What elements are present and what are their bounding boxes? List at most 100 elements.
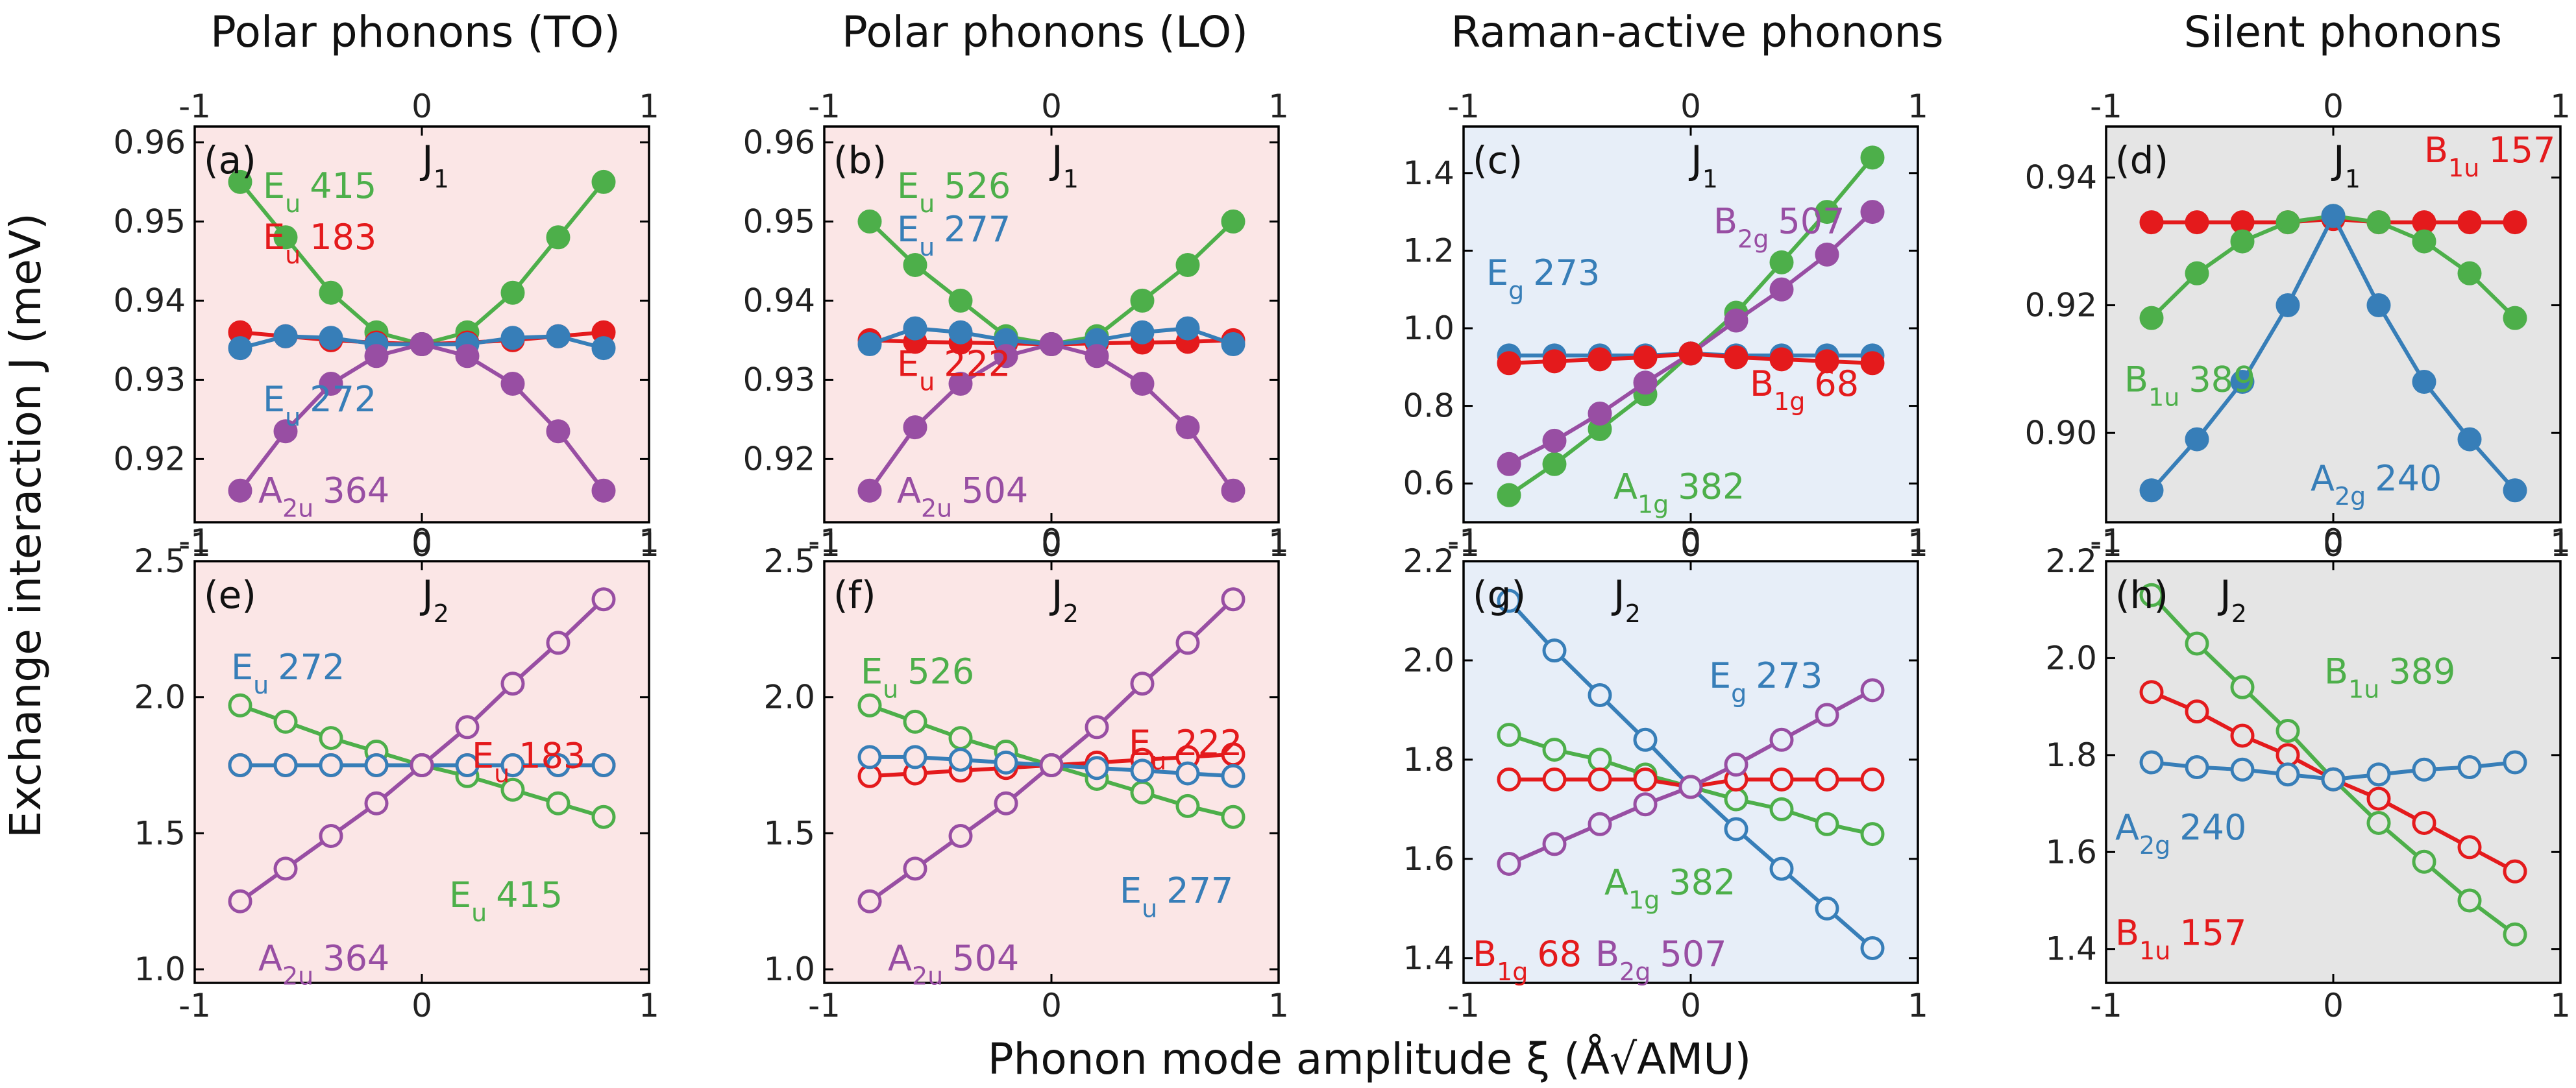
x-tick-label-top: 0 <box>1041 88 1062 125</box>
mode-label-red: B1u 157 <box>2115 913 2246 965</box>
data-point-blue <box>1221 764 1245 788</box>
data-point-green <box>948 288 973 313</box>
data-point-green <box>1769 250 1794 274</box>
data-point-blue <box>2230 757 2255 782</box>
data-point-purple <box>994 791 1018 816</box>
x-tick-label-top: 1 <box>2550 88 2571 125</box>
x-tick-label-top: 1 <box>639 522 659 560</box>
data-point-green <box>2366 810 2391 835</box>
data-point-red <box>2457 210 2482 235</box>
data-point-purple <box>1633 792 1658 817</box>
y-tick-label: 1.4 <box>1403 939 1454 977</box>
x-tick-label: 0 <box>1680 987 1701 1024</box>
data-point-green <box>2139 306 2164 330</box>
x-tick-label: 1 <box>2550 526 2571 564</box>
panel-background <box>195 127 649 522</box>
j-label: J2 <box>419 572 449 628</box>
y-tick-label: 2.0 <box>2045 639 2097 677</box>
data-point-green <box>1130 288 1155 313</box>
x-tick-label: 1 <box>1268 526 1289 564</box>
y-tick-label: 1.8 <box>2045 736 2097 774</box>
mode-label-blue: Eu 277 <box>1120 871 1233 923</box>
data-point-purple <box>1497 851 1521 876</box>
column-title-1: Polar phonons (TO) <box>210 7 620 57</box>
data-point-purple <box>857 478 882 503</box>
data-point-green <box>2366 210 2391 235</box>
data-point-purple <box>903 415 927 440</box>
y-axis-title: Exchange interaction J (meV) <box>1 213 51 838</box>
data-point-purple <box>410 332 434 356</box>
data-point-purple <box>1130 372 1155 396</box>
panel-label: (e) <box>204 573 256 617</box>
data-point-green <box>319 726 343 751</box>
panel-frame <box>193 125 650 524</box>
data-point-purple <box>1130 671 1155 696</box>
mode-label-blue: Eu 272 <box>231 647 345 699</box>
data-point-blue <box>2139 478 2164 503</box>
data-point-red <box>2139 680 2164 705</box>
mode-label-blue: Eu 272 <box>263 379 376 431</box>
data-point-purple <box>591 587 616 612</box>
data-point-green <box>948 726 973 751</box>
data-point-blue <box>948 320 973 345</box>
y-tick-label: 0.96 <box>743 123 815 161</box>
data-point-green <box>273 709 298 734</box>
y-tick-label: 2.0 <box>1403 642 1454 679</box>
data-point-green <box>1542 738 1567 762</box>
data-point-green <box>500 777 525 802</box>
data-point-red <box>2412 810 2436 835</box>
y-tick-label: 1.0 <box>134 950 186 988</box>
data-point-red <box>2503 859 2527 884</box>
mode-label-red: Eu 183 <box>472 736 585 788</box>
x-tick-label: 1 <box>1907 987 1928 1024</box>
panel-label: (a) <box>204 138 256 182</box>
data-point-purple <box>1221 587 1245 612</box>
data-point-purple <box>1815 242 1839 267</box>
mode-label-green: Eu 415 <box>449 875 563 927</box>
data-point-purple <box>273 856 298 881</box>
data-point-blue <box>500 753 525 778</box>
x-tick-label: 1 <box>1268 987 1289 1024</box>
data-point-purple <box>228 478 252 503</box>
data-point-red <box>1497 767 1521 792</box>
data-point-blue <box>1175 761 1200 786</box>
data-point-blue <box>2275 293 2300 317</box>
panel-frame <box>1462 125 1919 524</box>
data-point-green <box>903 253 927 277</box>
x-tick-label-top: 0 <box>2323 522 2344 560</box>
panel-frame <box>1462 560 1919 984</box>
x-tick-label: 0 <box>1041 987 1062 1024</box>
x-tick-label: 1 <box>1907 526 1928 564</box>
x-tick-label: -1 <box>2090 987 2122 1024</box>
x-tick-label-top: -1 <box>2090 522 2122 560</box>
data-point-blue <box>903 316 927 341</box>
data-point-purple <box>948 824 973 849</box>
data-point-blue <box>273 753 298 778</box>
data-point-purple <box>1085 344 1109 369</box>
data-point-blue <box>1860 936 1885 960</box>
x-tick-label: -1 <box>178 526 211 564</box>
data-point-purple <box>1175 415 1200 440</box>
y-tick-label: 1.5 <box>134 814 186 852</box>
data-point-blue <box>591 336 616 361</box>
j-label: J2 <box>2217 572 2247 628</box>
data-point-green <box>2230 675 2255 699</box>
data-point-blue <box>1497 588 1521 613</box>
data-point-green <box>2230 229 2255 254</box>
data-point-blue <box>857 332 882 356</box>
data-point-green <box>2185 631 2209 656</box>
data-point-blue <box>2185 427 2209 452</box>
data-point-blue <box>2412 757 2436 782</box>
data-point-purple <box>591 478 616 503</box>
data-point-blue <box>2412 370 2436 394</box>
data-point-blue <box>994 750 1018 775</box>
data-point-green <box>2503 306 2527 330</box>
data-point-green <box>857 209 882 234</box>
x-tick-label-top: -1 <box>808 88 840 125</box>
j-label: J2 <box>1611 572 1641 628</box>
